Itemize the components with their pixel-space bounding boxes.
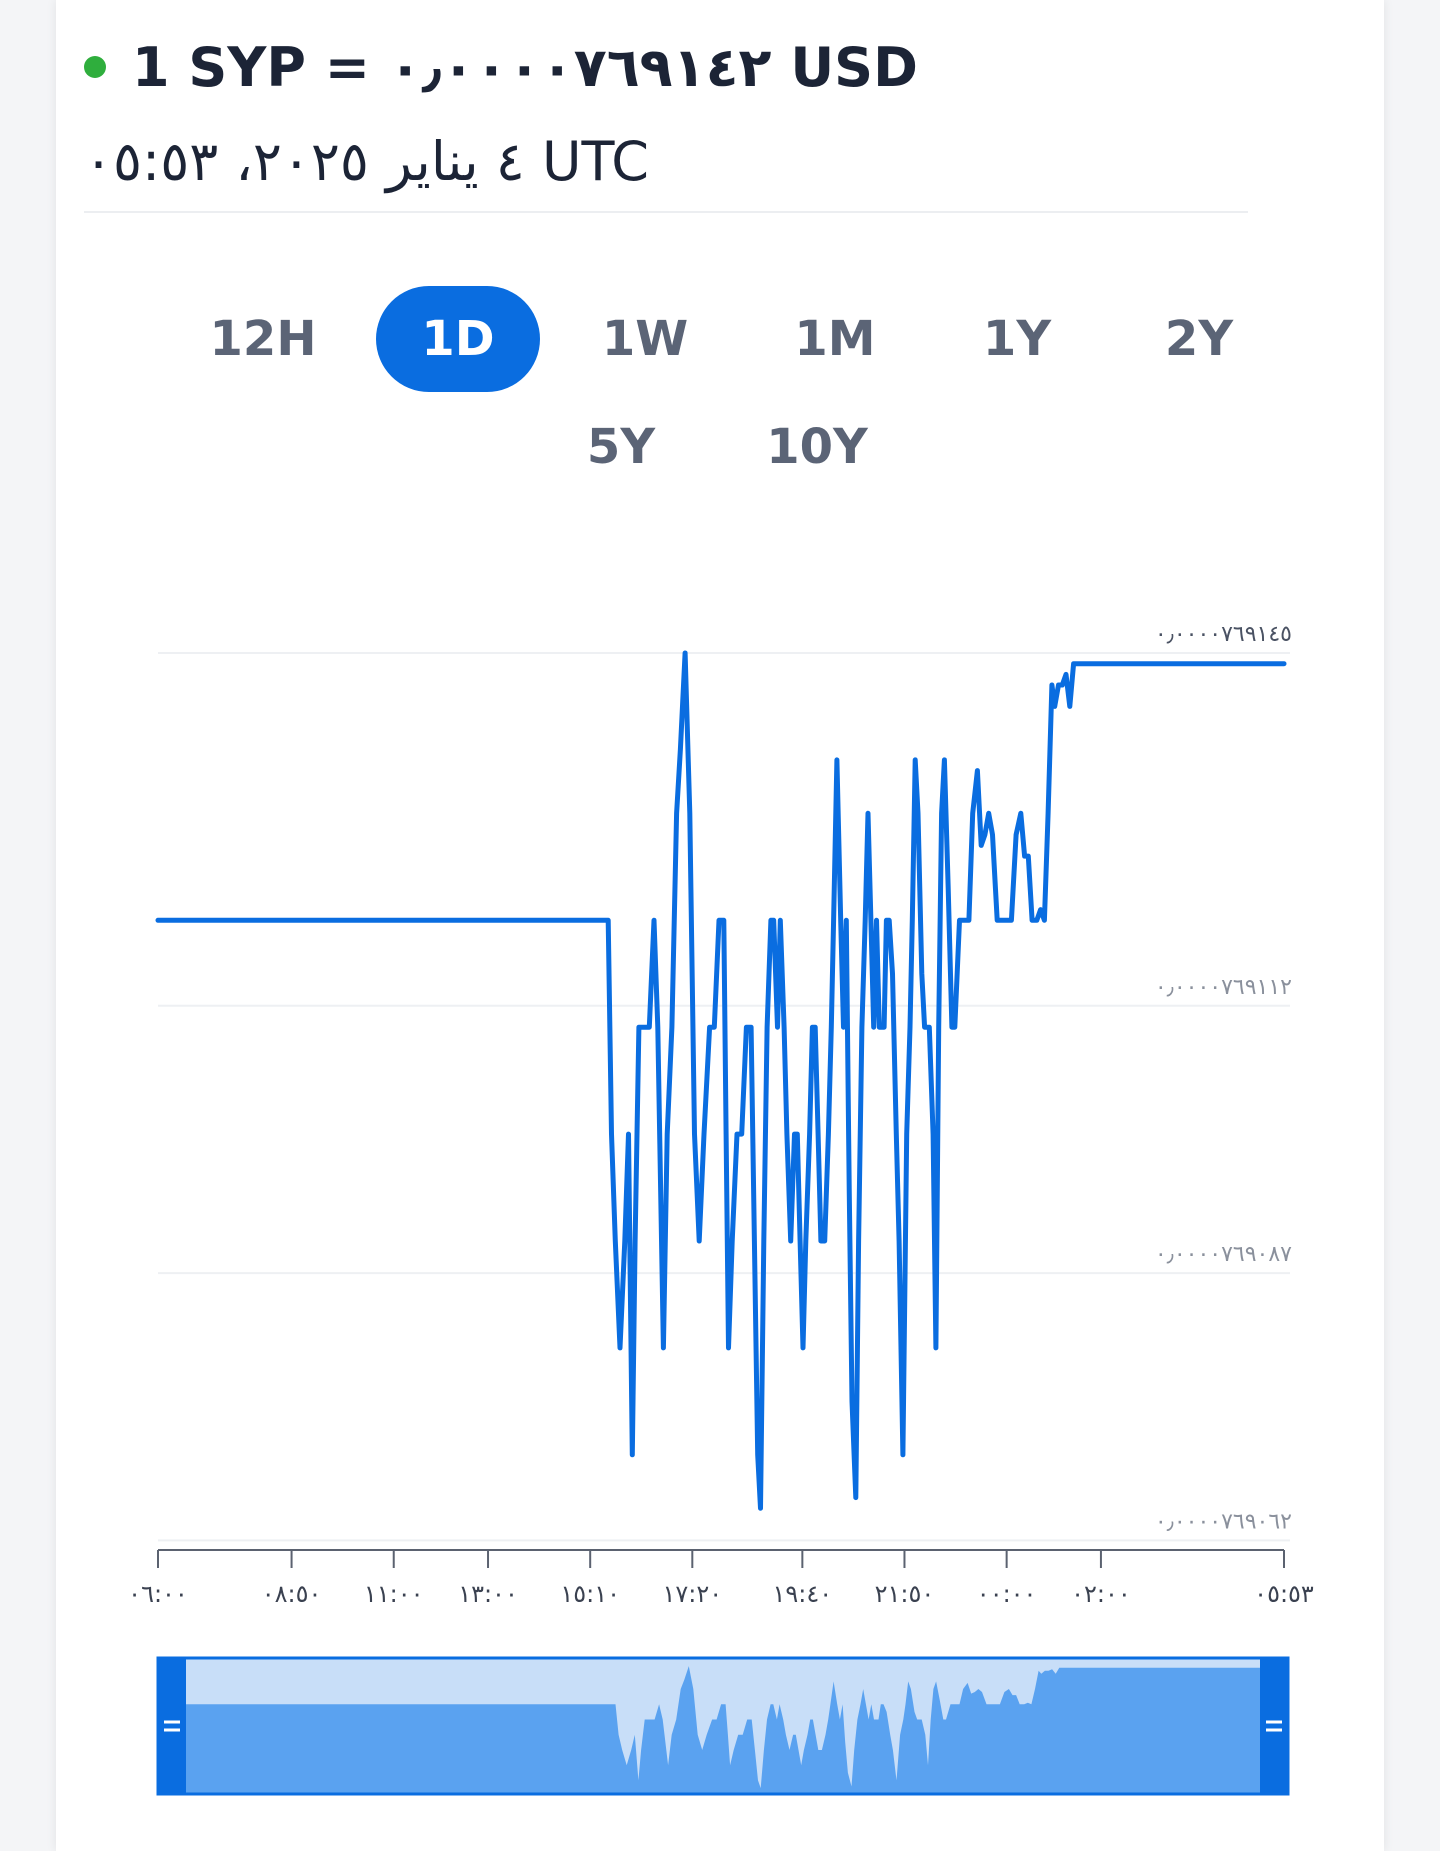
range-button-5y[interactable]: 5Y bbox=[586, 419, 656, 475]
range-button-1y[interactable]: 1Y bbox=[982, 311, 1052, 367]
x-tick-label: ٠٦:٠٠ bbox=[128, 1580, 188, 1608]
x-tick-label: ٢١:٥٠ bbox=[875, 1580, 935, 1608]
range-button-2y[interactable]: 2Y bbox=[1164, 311, 1234, 367]
range-button-10y[interactable]: 10Y bbox=[766, 419, 868, 475]
navigator-handle-right[interactable] bbox=[1260, 1658, 1288, 1794]
x-tick-label: ٠٨:٥٠ bbox=[262, 1580, 322, 1608]
y-tick-label: ٠٫٠٠٠٠٧٦٩٠٨٧ bbox=[1155, 1242, 1292, 1267]
navigator-handle-left[interactable] bbox=[158, 1658, 186, 1794]
navigator-area bbox=[186, 1666, 1260, 1794]
rate-timestamp: ٤ يناير ٢٠٢٥، ٠٥:٥٣ UTC bbox=[84, 130, 649, 193]
range-button-1d[interactable]: 1D bbox=[376, 286, 540, 392]
header-divider bbox=[84, 211, 1248, 213]
x-tick-label: ١٣:٠٠ bbox=[458, 1580, 518, 1608]
rate-header: 1 SYP = ٠٫٠٠٠٠٧٦٩١٤٢ USD bbox=[84, 30, 918, 104]
range-button-1w[interactable]: 1W bbox=[601, 311, 689, 367]
x-tick-label: ١١:٠٠ bbox=[364, 1580, 424, 1608]
y-tick-label: ٠٫٠٠٠٠٧٦٩١٤٥ bbox=[1155, 622, 1292, 647]
range-button-12h[interactable]: 12H bbox=[209, 311, 317, 367]
y-tick-label: ٠٫٠٠٠٠٧٦٩٠٦٢ bbox=[1155, 1509, 1292, 1534]
series-line bbox=[155, 650, 1287, 1511]
live-status-dot bbox=[84, 56, 106, 78]
range-button-1m[interactable]: 1M bbox=[794, 311, 876, 367]
x-tick-label: ٠٠:٠٠ bbox=[977, 1580, 1037, 1608]
x-tick-label: ١٧:٢٠ bbox=[662, 1580, 722, 1608]
x-tick-label: ١٩:٤٠ bbox=[773, 1580, 833, 1608]
x-tick-label: ٠٥:٥٣ bbox=[1254, 1580, 1314, 1608]
y-tick-label: ٠٫٠٠٠٠٧٦٩١١٢ bbox=[1155, 975, 1292, 1000]
x-tick-label: ١٥:١٠ bbox=[560, 1580, 620, 1608]
rate-text: 1 SYP = ٠٫٠٠٠٠٧٦٩١٤٢ USD bbox=[132, 35, 918, 99]
x-tick-label: ٠٢:٠٠ bbox=[1071, 1580, 1131, 1608]
